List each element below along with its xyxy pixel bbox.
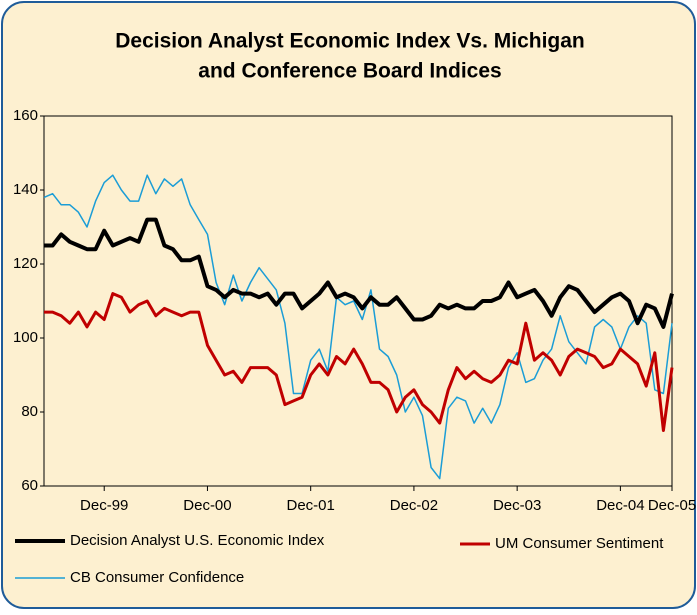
series-line: [43, 174, 673, 480]
x-tick-label: Dec-05: [648, 497, 696, 514]
x-tick-label: Dec-01: [287, 497, 335, 514]
y-tick-label: 160: [13, 107, 38, 124]
x-tick-label: Dec-99: [80, 497, 128, 514]
legend-label: Decision Analyst U.S. Economic Index: [70, 532, 325, 549]
x-tick-label: Dec-02: [390, 497, 438, 514]
legend-label: UM Consumer Sentiment: [495, 535, 664, 552]
y-tick-label: 120: [13, 255, 38, 272]
y-tick-label: 100: [13, 329, 38, 346]
y-tick-label: 80: [21, 403, 38, 420]
x-tick-label: Dec-00: [183, 497, 231, 514]
x-tick-label: Dec-04: [596, 497, 644, 514]
chart-title: Decision Analyst Economic Index Vs. Mich…: [115, 30, 585, 53]
x-tick-label: Dec-03: [493, 497, 541, 514]
y-tick-label: 60: [21, 477, 38, 494]
y-tick-label: 140: [13, 181, 38, 198]
chart-title: and Conference Board Indices: [198, 60, 501, 83]
legend-label: CB Consumer Confidence: [70, 569, 244, 586]
series-line: [44, 292, 674, 432]
series-line: [44, 217, 674, 329]
